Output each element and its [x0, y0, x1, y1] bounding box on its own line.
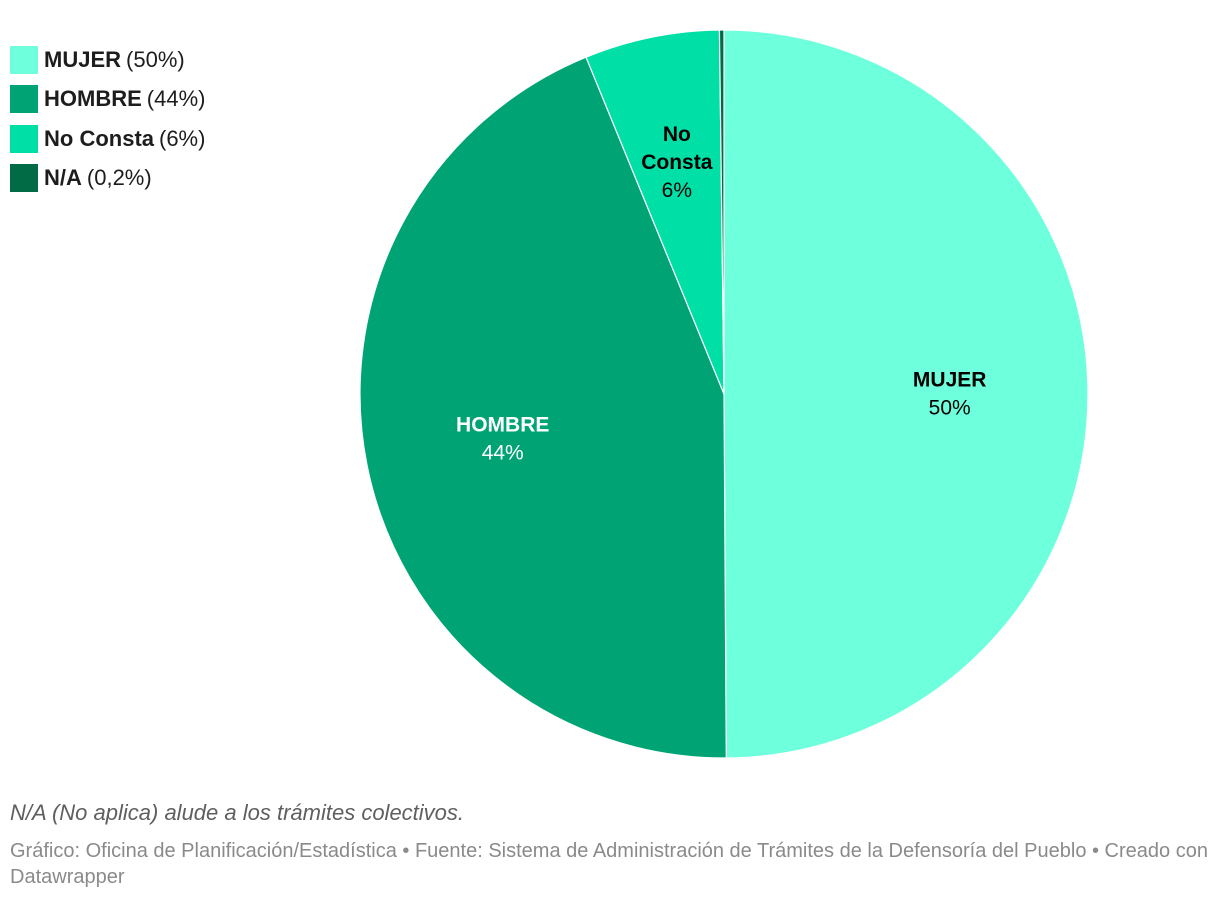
legend-item-na: N/A (0,2%) — [10, 159, 205, 199]
slice-label: MUJER 50% — [913, 368, 987, 419]
legend-percent: (44%) — [146, 86, 206, 112]
legend-swatch — [10, 124, 38, 153]
legend-label: N/A — [44, 165, 82, 191]
chart-legend: MUJER (50%) HOMBRE (44%) No Consta (6%) … — [10, 40, 205, 198]
legend-label: MUJER — [44, 46, 122, 72]
legend-percent: (50%) — [126, 46, 185, 72]
slice-percent-label: 50% — [929, 396, 971, 419]
pie-slice-hombre — [359, 56, 727, 759]
legend-label: No Consta — [44, 125, 154, 151]
slice-label: HOMBRE 44% — [456, 413, 549, 464]
legend-item-no-consta: No Consta (6%) — [10, 119, 205, 159]
chart-credits: Gráfico: Oficina de Planificación/Estadí… — [10, 840, 1208, 888]
legend-item-mujer: MUJER (50%) — [10, 40, 205, 80]
slice-percent-label: 44% — [482, 441, 524, 464]
legend-percent: (6%) — [159, 125, 206, 151]
slice-category-label: MUJER — [913, 368, 987, 391]
legend-swatch — [10, 45, 38, 74]
legend-percent: (0,2%) — [86, 165, 152, 191]
legend-swatch — [10, 85, 38, 114]
slice-category-label: HOMBRE — [456, 413, 549, 436]
pie-slice-no-consta — [585, 29, 725, 395]
pie-chart: MUJER 50% HOMBRE 44% No Consta 6% — [359, 29, 1089, 759]
slice-percent-label: 6% — [662, 179, 692, 202]
chart-note: N/A (No aplica) alude a los trámites col… — [10, 800, 465, 825]
legend-swatch — [10, 164, 38, 193]
pie-slice-mujer — [723, 29, 1089, 759]
slice-category-label: No — [663, 123, 691, 146]
legend-item-hombre: HOMBRE (44%) — [10, 80, 205, 120]
slice-category-label: Consta — [641, 151, 712, 174]
pie-slice-n-a — [718, 29, 725, 395]
slice-label: No Consta 6% — [641, 123, 712, 202]
legend-label: HOMBRE — [44, 86, 142, 112]
